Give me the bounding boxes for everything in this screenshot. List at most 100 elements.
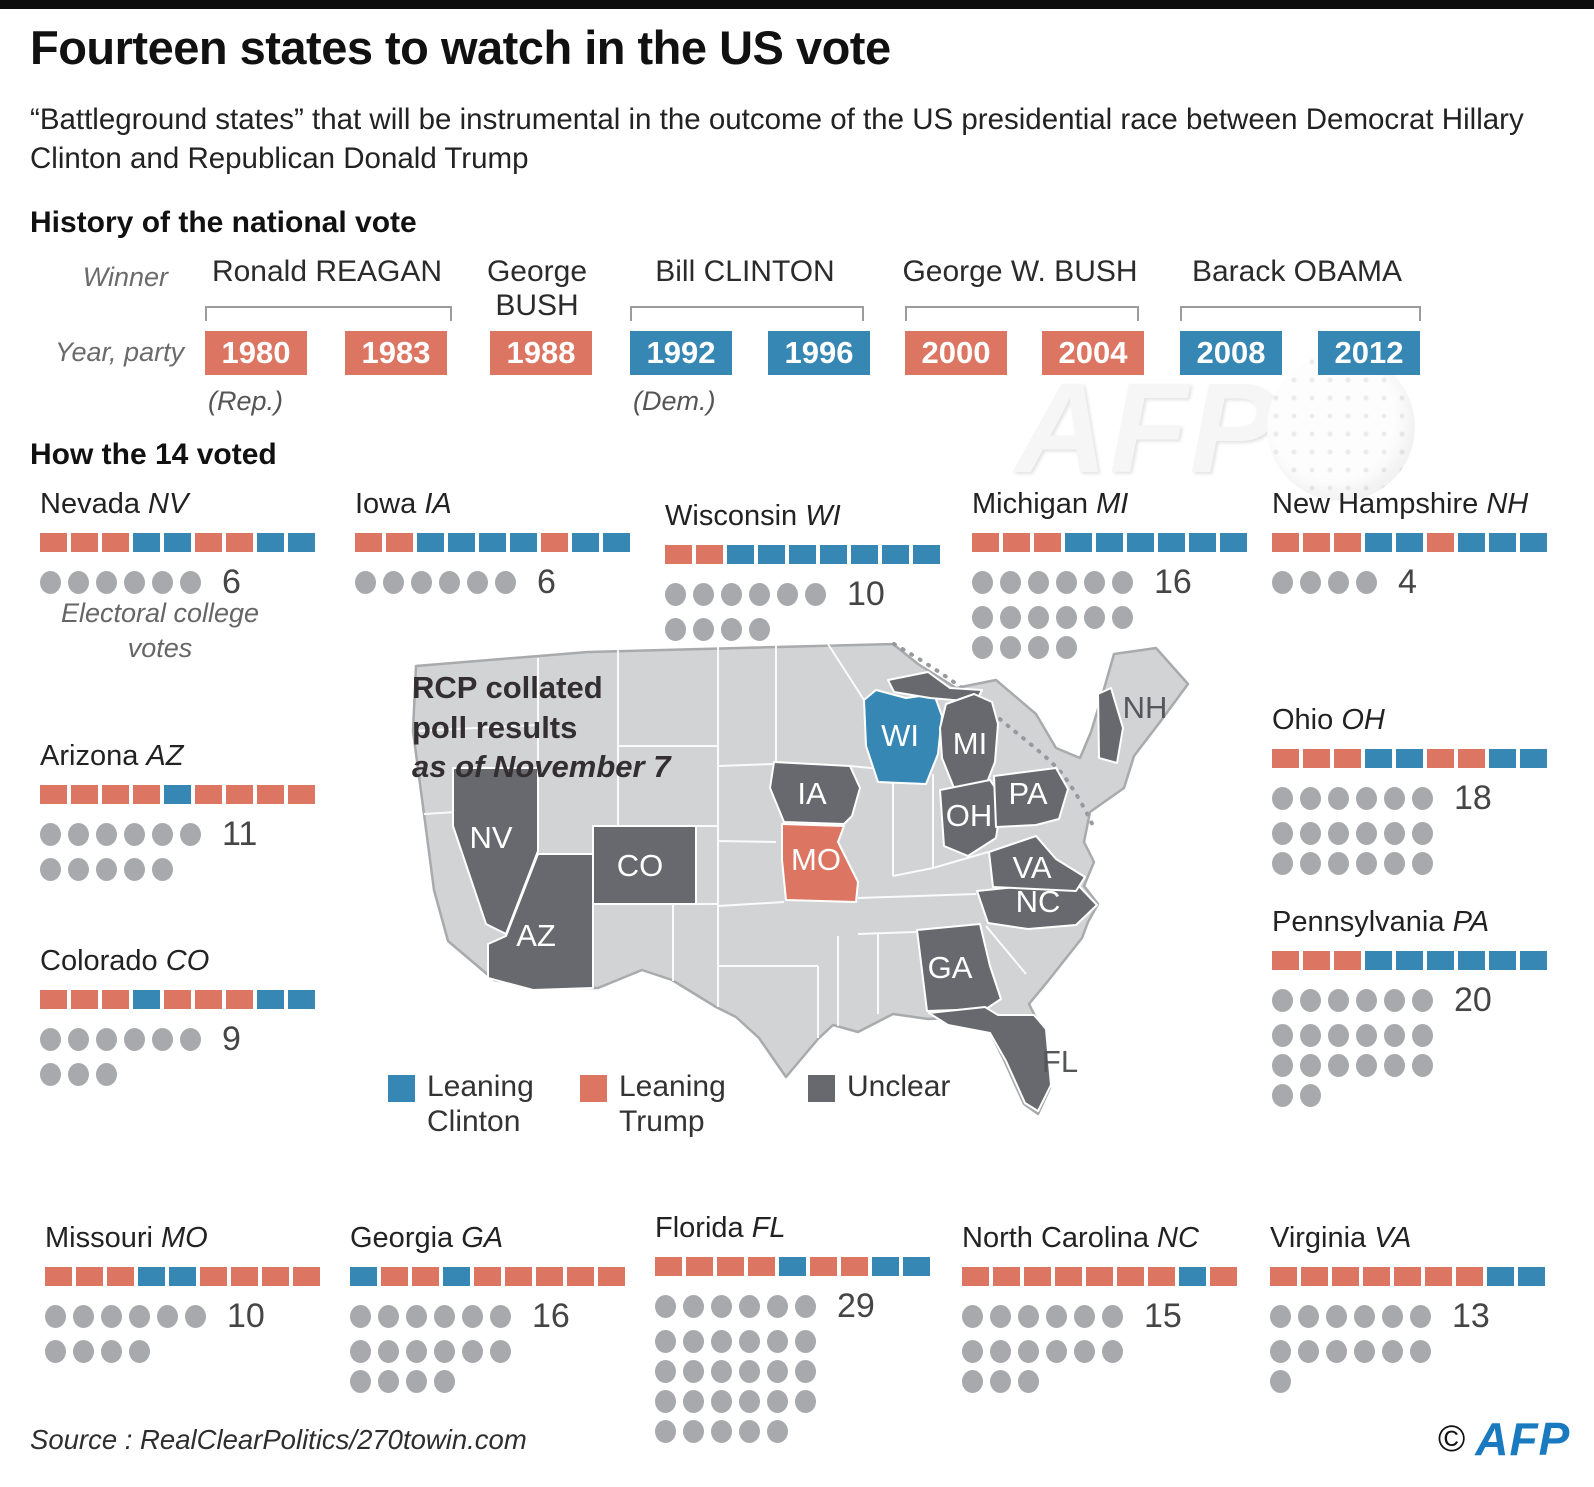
electoral-vote-dot: [434, 1370, 455, 1393]
electoral-dots: 9: [40, 1022, 315, 1086]
vote-square-dem: [1489, 749, 1516, 768]
winner-name-reagan: Ronald REAGAN: [211, 255, 443, 288]
vote-history-row: [962, 1267, 1237, 1286]
vote-square-rep: [195, 785, 222, 804]
electoral-vote-dot: [124, 858, 145, 881]
vote-square-rep: [226, 990, 253, 1009]
vote-square-rep: [1055, 1267, 1082, 1286]
electoral-vote-dot: [1410, 1340, 1431, 1363]
dot-row: [962, 1340, 1237, 1363]
electoral-votes-count: 29: [837, 1287, 875, 1325]
vote-history-row: [45, 1267, 320, 1286]
electoral-vote-dot: [378, 1304, 399, 1328]
vote-square-dem: [820, 545, 847, 564]
state-block-wisconsin: Wisconsin WI 10: [665, 500, 940, 641]
vote-square-rep: [102, 785, 129, 804]
electoral-vote-dot: [129, 1304, 150, 1328]
electoral-dots: 6: [355, 565, 630, 599]
electoral-vote-dot: [683, 1330, 704, 1353]
electoral-vote-dot: [1382, 1304, 1403, 1328]
electoral-vote-dot: [355, 570, 376, 594]
vote-square-dem: [727, 545, 754, 564]
electoral-vote-dot: [721, 582, 742, 606]
dot-row: [972, 636, 1247, 659]
map-label-nv: NV: [469, 820, 512, 855]
electoral-vote-dot: [1272, 852, 1293, 875]
vote-square-dem: [1396, 749, 1423, 768]
legend-label-clinton: Leaning Clinton: [427, 1070, 534, 1138]
electoral-vote-dot: [180, 1027, 201, 1051]
vote-square-dem: [779, 1257, 806, 1276]
electoral-vote-dot: [152, 858, 173, 881]
vote-square-dem: [1179, 1267, 1206, 1286]
electoral-vote-dot: [434, 1340, 455, 1363]
electoral-vote-dot: [1328, 852, 1349, 875]
electoral-vote-dot: [40, 858, 61, 881]
electoral-votes-count: 4: [1398, 563, 1417, 601]
vote-square-dem: [1189, 533, 1216, 552]
electoral-vote-dot: [1412, 786, 1433, 810]
electoral-vote-dot: [45, 1304, 66, 1328]
vote-square-rep: [107, 1267, 134, 1286]
vote-square-rep: [71, 990, 98, 1009]
year-box-1996: 1996: [768, 331, 870, 375]
vote-history-row: [40, 533, 315, 552]
map-label-ia: IA: [797, 776, 827, 811]
electoral-vote-dot: [467, 570, 488, 594]
state-name: Virginia VA: [1270, 1222, 1412, 1254]
map-state-va: [988, 835, 1086, 892]
dot-row: [1272, 1054, 1547, 1077]
vote-square-rep: [841, 1257, 868, 1276]
dot-row: [1272, 822, 1547, 845]
vote-square-dem: [851, 545, 878, 564]
electoral-vote-dot: [350, 1370, 371, 1393]
electoral-vote-dot: [1326, 1304, 1347, 1328]
electoral-vote-dot: [739, 1294, 760, 1318]
vote-square-rep: [1394, 1267, 1421, 1286]
dot-row: [655, 1330, 930, 1353]
vote-square-rep: [45, 1267, 72, 1286]
electoral-dots: 10: [45, 1299, 320, 1363]
electoral-dots: 16: [972, 565, 1247, 659]
electoral-dots: 15: [962, 1299, 1237, 1393]
vote-square-rep: [1427, 533, 1454, 552]
vote-square-rep: [231, 1267, 258, 1286]
vote-square-rep: [972, 533, 999, 552]
electoral-vote-dot: [96, 1063, 117, 1086]
electoral-vote-dot: [406, 1370, 427, 1393]
electoral-vote-dot: [1412, 822, 1433, 845]
winner-row-label: Winner: [82, 262, 168, 292]
electoral-vote-dot: [1300, 988, 1321, 1012]
electoral-vote-dot: [406, 1340, 427, 1363]
vote-square-rep: [133, 785, 160, 804]
vote-square-dem: [1518, 1267, 1545, 1286]
dot-row: [350, 1340, 625, 1363]
electoral-vote-dot: [1384, 822, 1405, 845]
electoral-vote-dot: [124, 570, 145, 594]
map-state-co: [592, 825, 697, 905]
vote-square-rep: [412, 1267, 439, 1286]
how-voted-heading: How the 14 voted: [30, 438, 277, 471]
map-label-pa: PA: [1008, 776, 1047, 811]
copyright-icon: ©: [1438, 1418, 1466, 1459]
map-label-mo: MO: [791, 842, 841, 877]
vote-square-rep: [226, 533, 253, 552]
state-block-pennsylvania: Pennsylvania PA 20: [1272, 906, 1547, 1107]
electoral-vote-dot: [972, 570, 993, 594]
state-name: Arizona AZ: [40, 740, 184, 772]
vote-square-dem: [288, 990, 315, 1009]
state-name: Ohio OH: [1272, 704, 1385, 736]
year-box-2004: 2004: [1042, 331, 1144, 375]
electoral-vote-dot: [1300, 852, 1321, 875]
map-state-ia: [769, 761, 861, 825]
vote-square-rep: [1456, 1267, 1483, 1286]
vote-square-rep: [655, 1257, 682, 1276]
electoral-vote-dot: [795, 1390, 816, 1413]
vote-square-rep: [1303, 533, 1330, 552]
vote-square-dem: [138, 1267, 165, 1286]
electoral-vote-dot: [68, 1063, 89, 1086]
dot-row: 16: [972, 565, 1247, 599]
winner-name-wbush: George W. BUSH: [902, 255, 1138, 288]
dot-row: 4: [1272, 565, 1547, 599]
state-block-nevada: Nevada NV 6: [40, 488, 315, 599]
